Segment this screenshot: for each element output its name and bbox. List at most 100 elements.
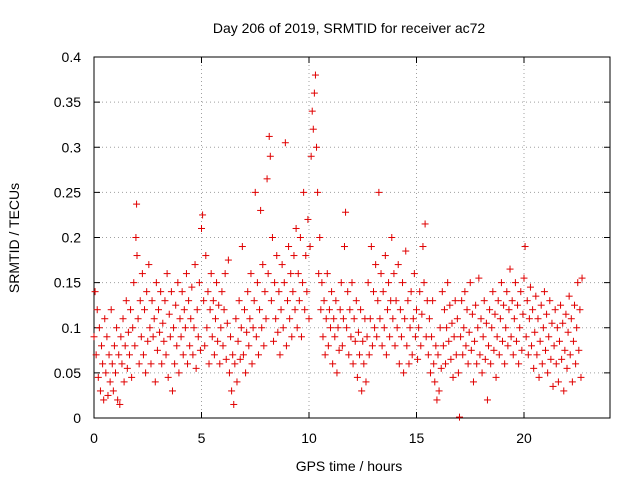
data-point xyxy=(435,387,443,395)
data-point xyxy=(453,315,461,323)
data-point xyxy=(179,351,187,359)
data-point xyxy=(456,413,463,421)
data-point xyxy=(534,315,542,323)
data-point xyxy=(107,306,115,314)
data-point xyxy=(436,324,444,332)
data-point xyxy=(258,324,266,332)
data-point xyxy=(313,143,321,151)
data-point xyxy=(315,270,323,278)
data-point xyxy=(388,234,396,241)
data-point xyxy=(296,234,304,241)
data-point xyxy=(288,333,296,341)
data-point xyxy=(308,107,316,115)
data-point xyxy=(309,125,317,133)
data-point xyxy=(385,279,393,287)
data-point xyxy=(467,346,475,354)
data-point xyxy=(442,360,450,368)
data-point xyxy=(373,333,381,341)
data-point xyxy=(372,261,380,269)
data-point xyxy=(220,306,228,314)
data-point xyxy=(374,297,382,305)
data-point xyxy=(434,351,442,359)
data-series xyxy=(90,71,586,421)
data-point xyxy=(161,297,169,305)
data-point xyxy=(300,188,308,196)
data-point xyxy=(310,89,318,97)
data-point xyxy=(143,288,151,296)
data-point xyxy=(488,324,496,332)
data-point xyxy=(378,342,386,350)
data-point xyxy=(371,324,379,332)
data-point xyxy=(123,364,131,372)
data-point xyxy=(447,355,455,363)
data-point xyxy=(153,346,161,354)
data-point xyxy=(377,270,385,278)
data-point xyxy=(473,360,481,368)
data-point xyxy=(517,288,525,296)
data-point xyxy=(485,342,493,350)
data-point xyxy=(475,274,483,282)
data-point xyxy=(294,270,302,278)
data-point xyxy=(121,342,129,350)
data-point xyxy=(304,215,312,223)
data-point xyxy=(278,261,286,269)
data-point xyxy=(191,261,199,269)
data-point xyxy=(538,360,546,368)
data-point xyxy=(124,328,132,336)
data-point xyxy=(578,274,586,282)
data-point xyxy=(379,288,387,296)
data-point xyxy=(276,351,284,359)
data-point xyxy=(507,333,515,341)
data-point xyxy=(114,396,122,404)
data-point xyxy=(472,301,480,309)
data-point xyxy=(468,310,476,318)
data-point xyxy=(365,351,373,359)
data-point xyxy=(448,319,456,327)
data-point xyxy=(172,301,180,309)
y-tick-label: 0.4 xyxy=(62,49,82,65)
data-point xyxy=(337,279,345,287)
data-point xyxy=(293,324,301,332)
data-point xyxy=(138,270,146,278)
y-tick-label: 0 xyxy=(73,410,81,426)
data-point xyxy=(477,315,485,323)
data-point xyxy=(321,351,329,359)
data-point xyxy=(432,342,440,350)
data-point xyxy=(561,346,569,354)
data-point xyxy=(571,301,579,309)
data-point xyxy=(532,292,540,300)
data-point xyxy=(110,342,118,350)
data-point xyxy=(204,288,212,296)
y-tick-label: 0.05 xyxy=(54,365,81,381)
data-point xyxy=(281,139,289,147)
data-point xyxy=(198,224,205,232)
data-point xyxy=(99,360,107,368)
data-point xyxy=(303,288,311,296)
data-point xyxy=(280,279,288,287)
data-point xyxy=(200,297,208,305)
data-point xyxy=(392,297,400,305)
data-point xyxy=(175,369,183,377)
data-point xyxy=(555,337,563,345)
data-point xyxy=(287,270,295,278)
data-point xyxy=(267,297,275,305)
data-point xyxy=(395,360,403,368)
data-point xyxy=(439,342,447,350)
data-point xyxy=(319,333,327,341)
data-point xyxy=(147,360,155,368)
data-point xyxy=(331,333,339,341)
data-point xyxy=(539,324,547,332)
data-point xyxy=(203,324,211,332)
data-point xyxy=(403,342,411,350)
y-tick-label: 0.15 xyxy=(54,275,81,291)
data-point xyxy=(389,315,397,323)
data-point xyxy=(195,279,203,287)
data-point xyxy=(246,315,254,323)
data-point xyxy=(564,328,572,336)
data-point xyxy=(560,387,568,395)
data-point xyxy=(285,243,293,251)
data-point xyxy=(241,306,248,314)
data-point xyxy=(566,351,574,359)
data-point xyxy=(318,279,326,287)
data-point xyxy=(414,355,422,363)
